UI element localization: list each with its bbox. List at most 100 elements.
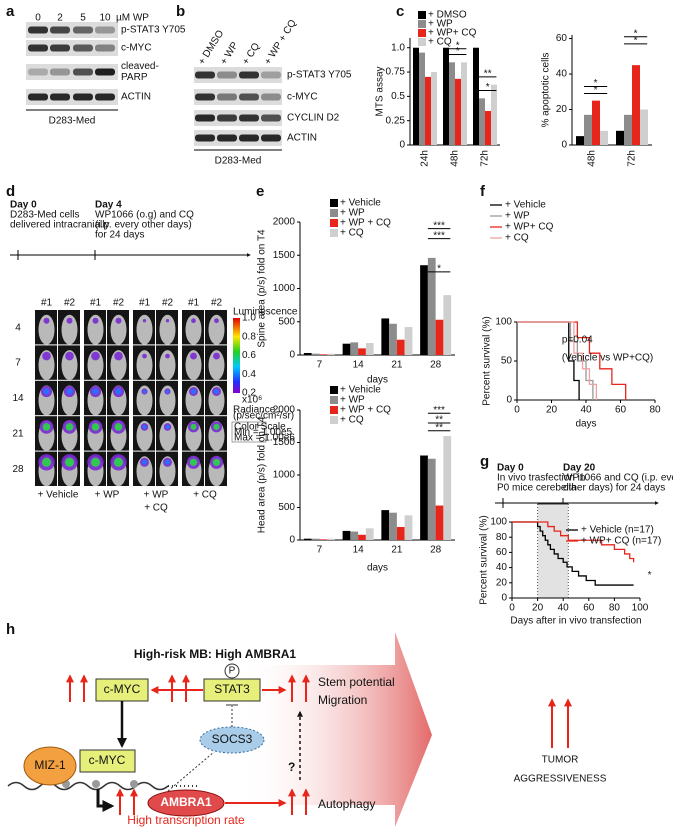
blot-background (194, 110, 282, 126)
x-tick-label: 0 (514, 405, 520, 416)
blot-band (50, 93, 70, 101)
bar (365, 343, 374, 355)
signal (91, 351, 100, 361)
x-axis-label: days (575, 419, 596, 430)
blot-band (239, 114, 259, 122)
x-tick-label: 21 (391, 360, 403, 371)
panel-letter: f (480, 183, 486, 200)
annotation: p=0.04 (562, 335, 593, 346)
mouse-body (208, 350, 225, 381)
significance-label: ** (435, 422, 443, 433)
legend-swatch (418, 11, 426, 19)
y-tick-label: 60 (556, 33, 568, 44)
bar (404, 515, 413, 540)
inhibition-line (167, 751, 215, 792)
cmyc-label: c-MYC (89, 753, 126, 767)
mouse-body (38, 314, 55, 345)
significance-label: *** (433, 405, 445, 416)
day-label: 14 (12, 393, 24, 404)
bar (431, 72, 437, 145)
band-label: p-STAT3 Y705 (287, 70, 352, 81)
blot-band (28, 44, 48, 52)
legend-swatch (330, 406, 338, 414)
panel-letter: g (480, 453, 489, 470)
y-tick-label: 80 (496, 532, 508, 543)
signal (142, 459, 147, 465)
outcome-label: Migration (318, 693, 367, 707)
blot-band (261, 114, 281, 122)
y-tick-label: 1.0 (391, 42, 405, 53)
bar (600, 130, 608, 145)
blot-background (26, 89, 118, 105)
scale-text: Min = 1.00e5 (234, 427, 293, 438)
legend-label: + WP+ CQ (n=17) (581, 536, 661, 547)
bar (576, 136, 584, 145)
y-tick-label: 20 (556, 104, 568, 115)
bar (311, 538, 320, 540)
legend-swatch (418, 29, 426, 37)
panel-letter: d (6, 183, 15, 200)
bar (350, 531, 359, 540)
bar (427, 257, 436, 355)
legend-label: + WP+ CQ (505, 222, 554, 233)
blot-band (28, 93, 48, 101)
colorbar-unit: (p/sec/cm²/sr) (233, 411, 294, 422)
ambra1-label: AMBRA1 (160, 795, 212, 809)
signal (66, 317, 73, 324)
y-tick-label: 0.25 (386, 115, 406, 126)
mouse-body (159, 314, 176, 345)
bar (381, 318, 390, 355)
blot-band (261, 134, 281, 142)
bar (319, 354, 328, 355)
mouse-body (159, 420, 176, 451)
arrow (96, 789, 115, 812)
timeline-day: Day 0 (497, 463, 524, 474)
transcription-label: High transcription rate (127, 813, 245, 827)
bar (592, 100, 600, 145)
bar (404, 327, 413, 355)
socs3-label: SOCS3 (212, 732, 253, 746)
signal (214, 389, 219, 394)
signal (92, 317, 99, 324)
y-tick-label: 2000 (273, 405, 296, 416)
mouse-body (110, 314, 127, 345)
x-tick-label: 20 (532, 603, 544, 614)
mouse-body (208, 314, 225, 345)
signal (165, 389, 170, 394)
significance-label: * (486, 82, 490, 93)
x-tick-label: 7 (317, 545, 323, 556)
ambra1-ellipse (147, 789, 225, 817)
pathway-diagram: High-risk MB: High AMBRA1 c-MYC STAT3 P … (7, 632, 607, 827)
signal (191, 318, 196, 324)
y-tick-label: 0 (289, 535, 295, 546)
signal (142, 424, 147, 429)
annotation: * (648, 570, 652, 581)
colorbar-tick: 0.8 (242, 331, 256, 342)
blot-background (26, 64, 118, 80)
signal (212, 458, 221, 466)
socs3-ellipse (199, 726, 265, 754)
legend-swatch (330, 396, 338, 404)
y-tick-label: 20 (496, 577, 508, 588)
blot-band (73, 93, 93, 101)
x-axis-label: days (367, 563, 388, 574)
bar (381, 510, 390, 540)
day-label: 4 (15, 322, 21, 333)
timeline-day: Day 20 (563, 463, 596, 474)
signal (42, 351, 51, 361)
x-tick-label: 80 (649, 405, 661, 416)
legend-swatch (330, 209, 338, 217)
y-tick-label: 60 (496, 547, 508, 558)
y-axis-label: Head area (p/s) fold on T4 (257, 416, 268, 533)
survival-curve (517, 321, 597, 400)
y-tick-label: 0 (501, 593, 507, 604)
y-tick-label: 1500 (273, 250, 296, 261)
bar (413, 47, 419, 145)
blot-background (26, 22, 118, 38)
blot-band (239, 71, 259, 79)
timeline-day: Day 0 (10, 200, 37, 211)
bar (311, 353, 320, 355)
y-axis-label: Percent survival (%) (482, 316, 493, 405)
bar (616, 130, 624, 145)
